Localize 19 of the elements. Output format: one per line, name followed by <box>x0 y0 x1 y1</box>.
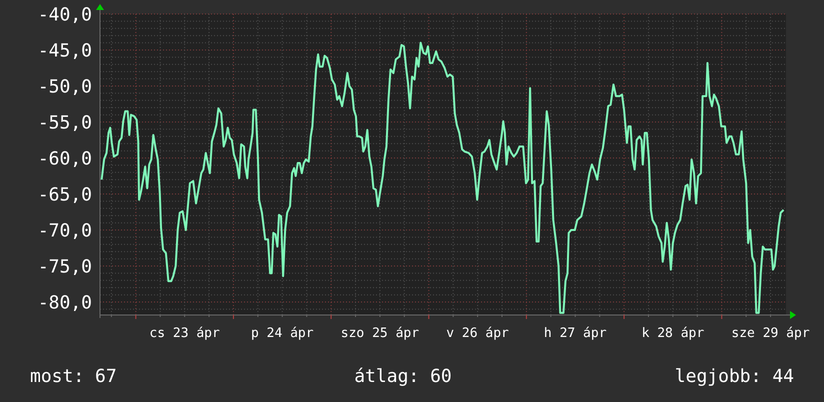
y-tick-label: -50,0 <box>38 76 92 98</box>
x-tick-label: cs 23 ápr <box>149 326 220 341</box>
y-tick-label: -40,0 <box>38 4 92 26</box>
text: átlag: 60 <box>354 366 452 387</box>
x-tick-label: p 24 ápr <box>250 326 314 341</box>
y-tick-label: -55,0 <box>38 112 92 134</box>
x-tick-label: szo 25 ápr <box>340 326 420 341</box>
y-tick-label: -60,0 <box>38 148 92 170</box>
text: most: 67 <box>30 366 117 387</box>
x-tick-label: v 26 ápr <box>446 326 510 341</box>
y-tick-label: -80,0 <box>38 292 92 314</box>
y-tick-label: -75,0 <box>38 256 92 278</box>
y-tick-label: -65,0 <box>38 184 92 206</box>
x-tick-label: sze 29 ápr <box>731 326 810 341</box>
x-tick-label: h 27 ápr <box>544 326 607 341</box>
x-tick-label: k 28 ápr <box>642 326 704 341</box>
y-tick-label: -45,0 <box>38 40 92 62</box>
y-tick-label: -70,0 <box>38 220 92 242</box>
text: legjobb: 44 <box>674 366 794 387</box>
